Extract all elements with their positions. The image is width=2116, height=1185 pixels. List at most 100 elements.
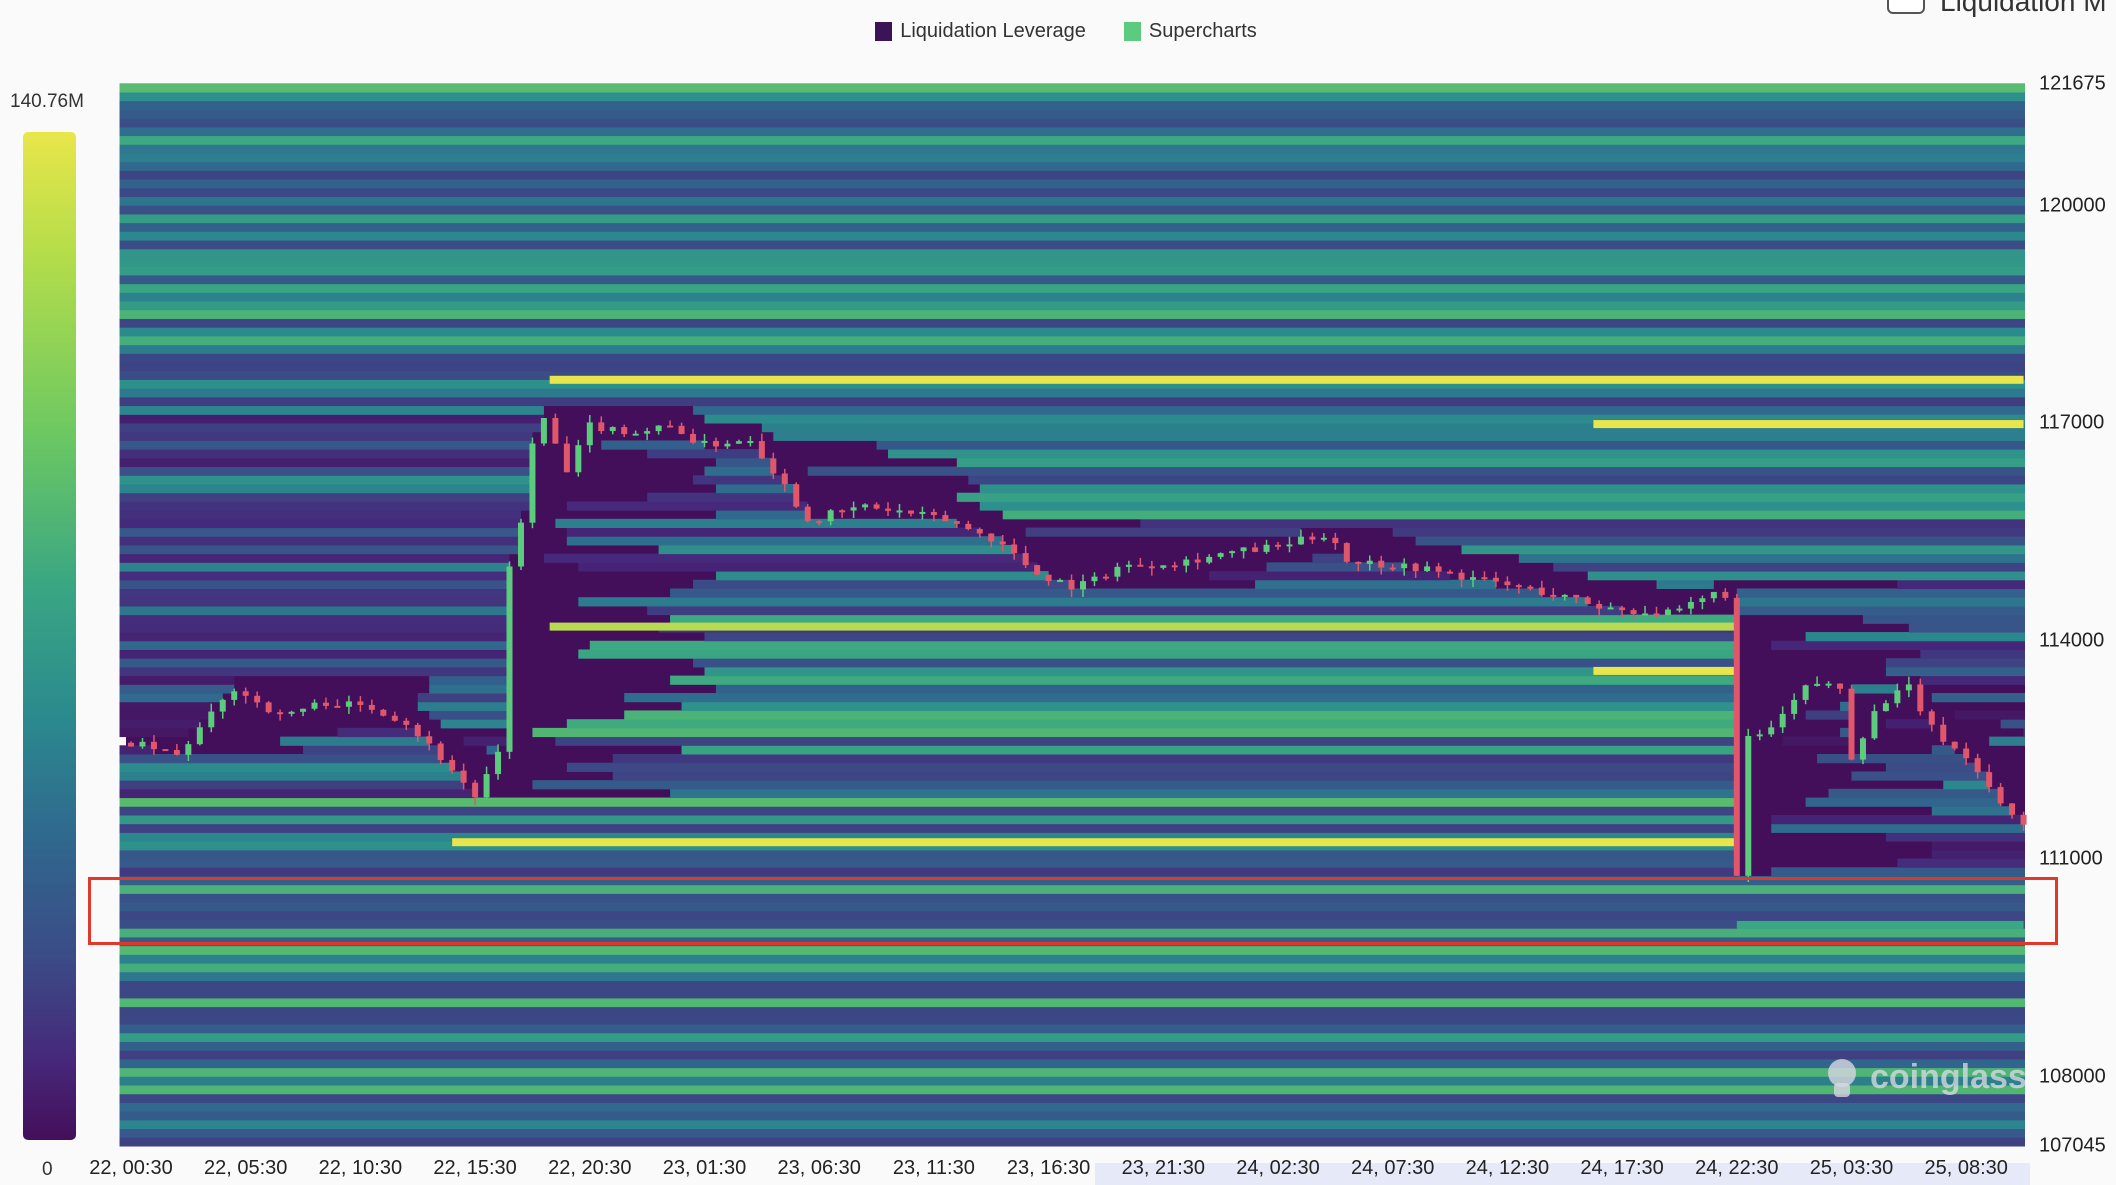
heatmap-band bbox=[1209, 571, 1451, 581]
candle-body bbox=[1424, 566, 1431, 572]
heatmap-band bbox=[2023, 727, 2025, 738]
heatmap-band bbox=[119, 196, 2025, 206]
candle-body bbox=[414, 724, 421, 737]
heatmap-band bbox=[715, 457, 774, 468]
heatmap-band bbox=[119, 544, 521, 555]
candle-body bbox=[1022, 553, 1029, 566]
heatmap-band bbox=[429, 675, 510, 685]
candle-body bbox=[598, 422, 605, 432]
heatmap-band bbox=[119, 936, 2025, 947]
heatmap-band bbox=[956, 492, 2025, 502]
candle-body bbox=[907, 510, 914, 514]
y-tick-label: 117000 bbox=[2039, 411, 2105, 434]
heatmap-band bbox=[1266, 562, 1405, 572]
heatmap-band bbox=[119, 919, 2025, 929]
heatmap-band bbox=[119, 1111, 2025, 1121]
legend-item-liquidation-leverage[interactable]: Liquidation Leverage bbox=[859, 20, 1086, 43]
heatmap-band bbox=[119, 867, 1737, 877]
candle-body bbox=[724, 443, 731, 447]
candle-body bbox=[1642, 613, 1649, 616]
candle-body bbox=[1102, 576, 1109, 579]
heatmap-band bbox=[417, 693, 510, 703]
heatmap-band bbox=[119, 1128, 2025, 1138]
heatmap-band bbox=[119, 257, 2025, 267]
heatmap-band bbox=[1002, 510, 2025, 520]
candle-body bbox=[322, 702, 329, 706]
heatmap-band bbox=[119, 684, 235, 694]
heatmap-band bbox=[119, 754, 441, 764]
candle-body bbox=[1596, 604, 1603, 609]
heatmap-band bbox=[119, 562, 510, 572]
candle-body bbox=[1768, 727, 1775, 735]
heatmap-band bbox=[119, 449, 533, 459]
heatmap-band bbox=[119, 483, 533, 494]
candle-body bbox=[1917, 684, 1924, 712]
candle-body bbox=[357, 701, 364, 705]
heatmap-band bbox=[119, 240, 2025, 250]
heatmap-band bbox=[1736, 605, 2025, 616]
heatmap-band bbox=[119, 745, 154, 755]
heatmap-band bbox=[119, 414, 544, 424]
candle-body bbox=[1297, 536, 1304, 545]
heatmap-band bbox=[670, 588, 1542, 598]
heatmap-band bbox=[566, 762, 1737, 772]
candle-body bbox=[1045, 574, 1052, 582]
heatmap-band bbox=[589, 640, 1737, 650]
heatmap-band bbox=[119, 780, 464, 790]
legend-swatch bbox=[875, 22, 893, 41]
heatmap-band bbox=[119, 301, 2025, 311]
heatmap-band bbox=[119, 440, 533, 450]
candle-body bbox=[1309, 536, 1316, 540]
heatmap-band bbox=[1885, 719, 1932, 729]
heatmap-band bbox=[670, 788, 1737, 799]
candle-body bbox=[770, 458, 777, 474]
heatmap-band bbox=[555, 736, 1737, 746]
candle-body bbox=[1951, 741, 1958, 749]
heatmap-band bbox=[119, 762, 453, 772]
candle-body bbox=[609, 427, 616, 432]
liquidation-toggle-checkbox[interactable] bbox=[1887, 0, 1925, 14]
heatmap-band bbox=[624, 710, 1737, 720]
heatmap-band bbox=[704, 666, 1737, 677]
candle-body bbox=[242, 691, 249, 696]
heatmap-band bbox=[693, 658, 1737, 668]
watermark-text: coinglass bbox=[1870, 1057, 2027, 1096]
heatmap-band bbox=[119, 1093, 2025, 1103]
heatmap-band bbox=[1805, 632, 2025, 642]
heatmap-band bbox=[119, 675, 235, 685]
coinglass-logo-icon bbox=[1828, 1059, 1856, 1097]
heatmap-band bbox=[1954, 710, 2025, 720]
coinglass-watermark: coinglass bbox=[1822, 1055, 2027, 1099]
heatmap-band bbox=[612, 771, 1737, 781]
candle-body bbox=[495, 751, 502, 775]
heatmap-band bbox=[1840, 701, 1852, 711]
heatmap-band bbox=[1931, 849, 2025, 860]
colorbar bbox=[23, 132, 76, 1140]
candle-body bbox=[139, 741, 146, 747]
y-tick-label: 107045 bbox=[2039, 1134, 2106, 1157]
candle-body bbox=[1011, 544, 1018, 554]
heatmap-band bbox=[119, 579, 510, 590]
heatmap-band bbox=[119, 118, 2025, 128]
candle-body bbox=[1814, 683, 1821, 686]
candle-body bbox=[1733, 597, 1740, 876]
legend-swatch bbox=[1123, 22, 1141, 41]
heatmap-band bbox=[601, 440, 705, 450]
candle-body bbox=[1584, 597, 1591, 605]
candle-body bbox=[1699, 598, 1706, 603]
candle-body bbox=[563, 443, 570, 473]
legend-item-supercharts[interactable]: Supercharts bbox=[1108, 20, 1257, 43]
x-tick-label: 24, 12:30 bbox=[1465, 1157, 1550, 1179]
candle-body bbox=[1928, 711, 1935, 725]
heatmap-band bbox=[2000, 719, 2025, 729]
candle-body bbox=[644, 431, 651, 434]
candle-body bbox=[426, 736, 433, 744]
candle-body bbox=[1378, 560, 1385, 568]
heatmap-band bbox=[119, 370, 2025, 380]
heatmap-band bbox=[681, 701, 1737, 711]
heatmap-band bbox=[119, 135, 2025, 145]
heatmap-band bbox=[119, 205, 2025, 215]
candle-body bbox=[1137, 564, 1144, 567]
heatmap-band bbox=[693, 475, 785, 485]
